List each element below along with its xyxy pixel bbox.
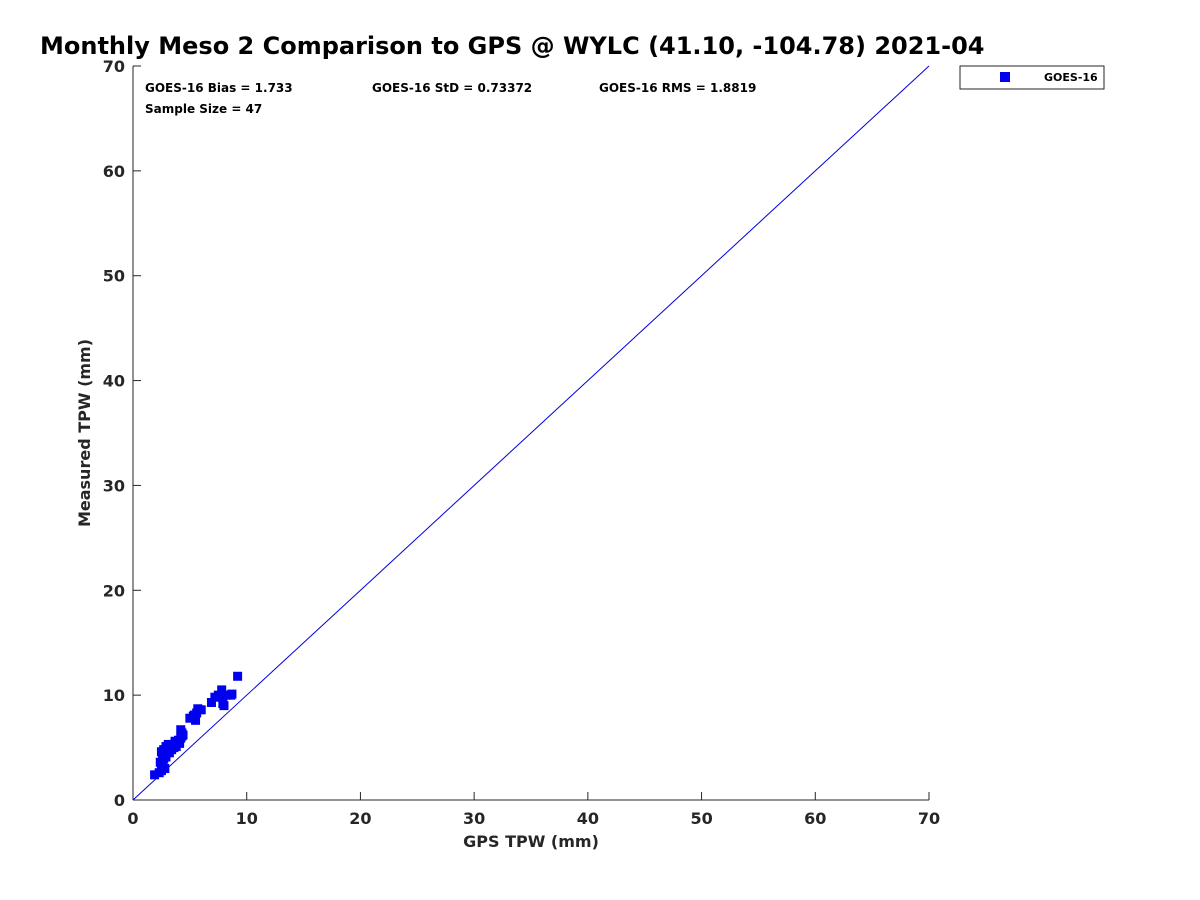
stat-std: GOES-16 StD = 0.73372 bbox=[372, 81, 532, 95]
stat-sample-size: Sample Size = 47 bbox=[145, 102, 262, 116]
y-tick-label: 50 bbox=[103, 267, 125, 286]
x-tick-label: 40 bbox=[577, 809, 599, 828]
data-point bbox=[166, 743, 176, 753]
data-points bbox=[150, 671, 243, 780]
data-point bbox=[213, 690, 223, 700]
one-to-one-line bbox=[132, 65, 930, 801]
y-tick-label: 20 bbox=[103, 581, 125, 600]
data-point bbox=[191, 715, 201, 725]
data-point bbox=[189, 710, 199, 720]
data-point bbox=[178, 730, 188, 740]
data-point bbox=[176, 725, 186, 735]
data-point bbox=[158, 764, 168, 774]
data-point bbox=[221, 690, 231, 700]
x-tick-label: 0 bbox=[127, 809, 138, 828]
y-tick-label: 60 bbox=[103, 162, 125, 181]
x-tick-label: 10 bbox=[236, 809, 258, 828]
data-point bbox=[158, 750, 168, 760]
y-tick-label: 30 bbox=[103, 476, 125, 495]
legend-marker-goes-16 bbox=[1000, 72, 1010, 82]
y-tick-label: 10 bbox=[103, 686, 125, 705]
legend-box bbox=[959, 65, 1105, 90]
y-tick-label: 0 bbox=[114, 791, 125, 810]
x-tick-label: 20 bbox=[349, 809, 371, 828]
plot-area bbox=[132, 66, 929, 801]
data-point bbox=[227, 689, 237, 699]
chart-title: Monthly Meso 2 Comparison to GPS @ WYLC … bbox=[40, 32, 984, 60]
x-tick-label: 60 bbox=[804, 809, 826, 828]
data-point bbox=[150, 770, 160, 780]
y-tick-label: 40 bbox=[103, 372, 125, 391]
axis-ticks: 0 10 20 30 40 50 60 70 0 10 20 30 40 50 60 70 bbox=[103, 57, 940, 828]
data-point bbox=[219, 701, 229, 711]
y-tick-label: 70 bbox=[103, 57, 125, 76]
x-tick-label: 30 bbox=[463, 809, 485, 828]
data-point bbox=[164, 748, 174, 758]
data-point bbox=[170, 736, 180, 746]
data-point bbox=[196, 705, 206, 715]
y-axis-label: Measured TPW (mm) bbox=[75, 339, 94, 527]
legend-label-goes-16: GOES-16 bbox=[1044, 71, 1098, 84]
x-tick-label: 70 bbox=[918, 809, 940, 828]
legend: GOES-16 bbox=[959, 65, 1105, 90]
data-point bbox=[217, 685, 227, 695]
data-point bbox=[233, 671, 243, 681]
x-tick-label: 50 bbox=[690, 809, 712, 828]
data-point bbox=[206, 697, 216, 707]
x-axis-label: GPS TPW (mm) bbox=[463, 832, 599, 851]
reference-line-group bbox=[132, 65, 930, 801]
stat-rms: GOES-16 RMS = 1.8819 bbox=[599, 81, 756, 95]
stat-bias: GOES-16 Bias = 1.733 bbox=[145, 81, 293, 95]
